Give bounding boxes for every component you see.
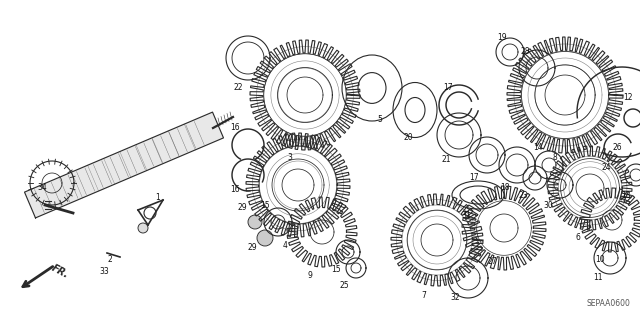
Text: 5: 5: [378, 115, 383, 124]
Text: 18: 18: [500, 183, 509, 192]
Text: 6: 6: [575, 234, 580, 242]
Circle shape: [248, 215, 262, 229]
Text: 2: 2: [108, 256, 113, 264]
Polygon shape: [24, 112, 223, 218]
Text: 13: 13: [621, 190, 631, 199]
Text: 28: 28: [520, 48, 530, 56]
Text: 15: 15: [260, 201, 270, 210]
Text: 9: 9: [308, 271, 312, 279]
Text: 4: 4: [283, 241, 287, 249]
Text: 31: 31: [461, 211, 471, 219]
Text: 1: 1: [156, 194, 161, 203]
Text: 8: 8: [552, 153, 557, 162]
Text: 24: 24: [601, 164, 611, 173]
Text: 16: 16: [230, 123, 240, 132]
Text: 15: 15: [331, 265, 341, 275]
Text: 11: 11: [593, 273, 603, 283]
Text: 20: 20: [403, 133, 413, 143]
Text: 21: 21: [441, 155, 451, 165]
Text: 26: 26: [612, 144, 622, 152]
Text: 34: 34: [37, 183, 47, 192]
Text: SEPAA0600: SEPAA0600: [586, 299, 630, 308]
Text: 25: 25: [339, 280, 349, 290]
Text: 29: 29: [247, 243, 257, 253]
Text: 22: 22: [233, 84, 243, 93]
Text: 10: 10: [595, 256, 605, 264]
Text: 32: 32: [450, 293, 460, 302]
Text: 7: 7: [422, 291, 426, 300]
Text: 14: 14: [533, 144, 543, 152]
Text: 27: 27: [487, 257, 497, 266]
Text: 12: 12: [623, 93, 633, 102]
Text: 17: 17: [469, 174, 479, 182]
Circle shape: [138, 223, 148, 233]
Circle shape: [257, 230, 273, 246]
Text: FR.: FR.: [50, 263, 70, 280]
Text: 3: 3: [287, 153, 292, 162]
Text: 29: 29: [237, 204, 247, 212]
Text: 23: 23: [518, 190, 528, 199]
Text: 17: 17: [443, 84, 453, 93]
Text: 16: 16: [230, 186, 240, 195]
Text: 19: 19: [497, 33, 507, 42]
Text: 30: 30: [543, 201, 553, 210]
Text: 33: 33: [99, 268, 109, 277]
